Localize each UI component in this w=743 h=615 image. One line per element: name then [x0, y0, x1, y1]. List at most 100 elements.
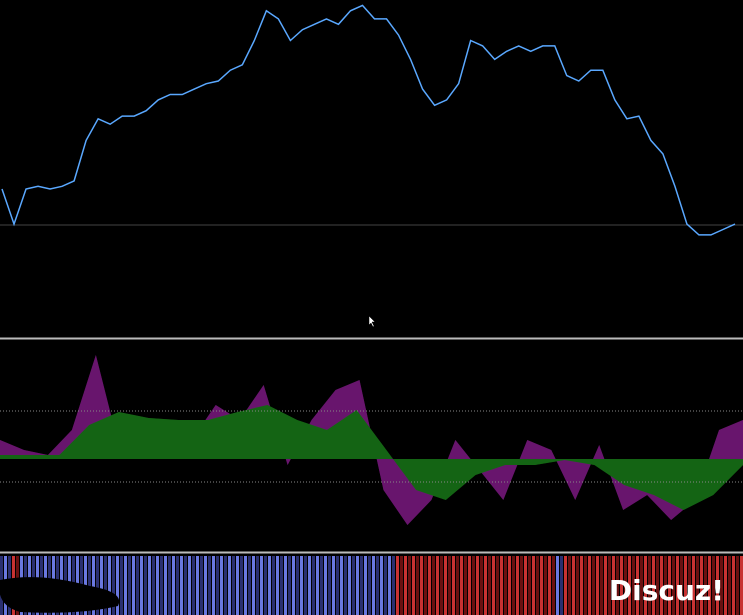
strip-bar [108, 556, 111, 615]
strip-bar [376, 556, 379, 615]
strip-bar [360, 556, 363, 615]
strip-bar [348, 556, 351, 615]
strip-bar [256, 556, 259, 615]
strip-bar [392, 556, 395, 615]
strip-bar [700, 556, 703, 615]
strip-bar [536, 556, 539, 615]
strip-bar [232, 556, 235, 615]
strip-bar [696, 556, 699, 615]
strip-bar [564, 556, 567, 615]
strip-bar [660, 556, 663, 615]
strip-bar [356, 556, 359, 615]
strip-bar [540, 556, 543, 615]
strip-bar [320, 556, 323, 615]
strip-bar [188, 556, 191, 615]
strip-bar [192, 556, 195, 615]
strip-bar [372, 556, 375, 615]
strip-bar [656, 556, 659, 615]
strip-bar [332, 556, 335, 615]
strip-bar [380, 556, 383, 615]
strip-bar [740, 556, 743, 615]
strip-bar [216, 556, 219, 615]
strip-bar [532, 556, 535, 615]
strip-bar [116, 556, 119, 615]
strip-bar [664, 556, 667, 615]
strip-bar [500, 556, 503, 615]
strip-bar [420, 556, 423, 615]
strip-bar [236, 556, 239, 615]
strip-bar [736, 556, 739, 615]
strip-bar [340, 556, 343, 615]
strip-bar [528, 556, 531, 615]
strip-bar [684, 556, 687, 615]
strip-bar [140, 556, 143, 615]
strip-bar [284, 556, 287, 615]
strip-bar [252, 556, 255, 615]
oscillator-texture [0, 405, 743, 510]
strip-bar [556, 556, 559, 615]
strip-bar [468, 556, 471, 615]
strip-bar [472, 556, 475, 615]
strip-bar [576, 556, 579, 615]
strip-bar [448, 556, 451, 615]
strip-bar [456, 556, 459, 615]
strip-bar [400, 556, 403, 615]
strip-bar [432, 556, 435, 615]
strip-bar [388, 556, 391, 615]
strip-bar [196, 556, 199, 615]
strip-bar [88, 556, 91, 615]
strip-bar [124, 556, 127, 615]
strip-bar [512, 556, 515, 615]
strip-bar [620, 556, 623, 615]
strip-bar [220, 556, 223, 615]
strip-bar [160, 556, 163, 615]
strip-bar [612, 556, 615, 615]
strip-bar [476, 556, 479, 615]
strip-bar [668, 556, 671, 615]
strip-bar [212, 556, 215, 615]
strip-bar [544, 556, 547, 615]
strip-bar [308, 556, 311, 615]
redaction [0, 577, 120, 613]
strip-bar [316, 556, 319, 615]
strip-bar [508, 556, 511, 615]
strip-bar [424, 556, 427, 615]
strip-bar [272, 556, 275, 615]
strip-bar [488, 556, 491, 615]
strip-bar [200, 556, 203, 615]
strip-bar [128, 556, 131, 615]
strip-bar [164, 556, 167, 615]
strip-bar [728, 556, 731, 615]
strip-bar [328, 556, 331, 615]
strip-bar [716, 556, 719, 615]
strip-bar [548, 556, 551, 615]
strip-bar [352, 556, 355, 615]
strip-bar [120, 556, 123, 615]
strip-bar [180, 556, 183, 615]
strip-bar [296, 556, 299, 615]
strip-bar [492, 556, 495, 615]
strip-bar [636, 556, 639, 615]
strip-bar [168, 556, 171, 615]
strip-bar [640, 556, 643, 615]
strip-bar [504, 556, 507, 615]
strip-bar [268, 556, 271, 615]
strip-bar [552, 556, 555, 615]
strip-bar [436, 556, 439, 615]
strip-bar [704, 556, 707, 615]
strip-bar [396, 556, 399, 615]
strip-bar [336, 556, 339, 615]
strip-bar [280, 556, 283, 615]
strip-bar [608, 556, 611, 615]
strip-bar [312, 556, 315, 615]
strip-bar [632, 556, 635, 615]
strip-bar [248, 556, 251, 615]
strip-bar [144, 556, 147, 615]
strip-bar [720, 556, 723, 615]
strip-bar [260, 556, 263, 615]
mouse-cursor [368, 315, 376, 328]
strip-bar [724, 556, 727, 615]
strip-bar [624, 556, 627, 615]
strip-bar [148, 556, 151, 615]
